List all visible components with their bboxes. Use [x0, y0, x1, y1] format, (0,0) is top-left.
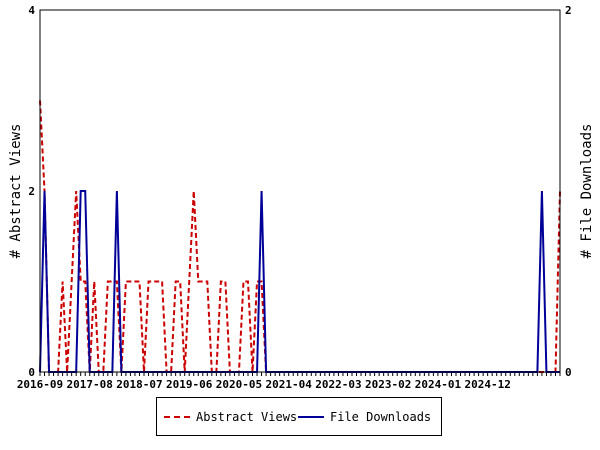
y-right-tick-2: 2 [565, 4, 572, 17]
legend-item-file-downloads: File Downloads [298, 410, 431, 424]
legend: Abstract Views File Downloads [156, 397, 442, 436]
y-right-axis-title: # File Downloads [579, 124, 595, 259]
y-left-tick-2: 4 [28, 4, 35, 17]
legend-item-abstract-views: Abstract Views [164, 410, 297, 424]
x-tick-label: 2018-07 [116, 378, 162, 391]
series-line-file-downloads [39, 190, 560, 373]
y-left-tick-0: 0 [28, 366, 35, 379]
legend-label-file-downloads: File Downloads [330, 410, 432, 424]
legend-label-abstract-views: Abstract Views [196, 410, 298, 424]
x-tick-label: 2024-01 [415, 378, 462, 391]
x-tick-label: 2023-02 [365, 378, 411, 391]
y-left-axis-title: # Abstract Views [8, 124, 24, 259]
x-tick-label: 2020-05 [216, 378, 262, 391]
legend-swatch-file-downloads [298, 416, 324, 418]
x-tick-label: 2016-09 [17, 378, 63, 391]
legend-swatch-abstract-views [164, 416, 190, 418]
x-tick-label: 2019-06 [166, 378, 213, 391]
x-tick-label: 2024-12 [464, 378, 510, 391]
y-right-tick-0: 0 [565, 366, 572, 379]
x-tick-label: 2021-04 [266, 378, 313, 391]
series-layer [39, 100, 561, 373]
x-tick-label: 2017-08 [67, 378, 113, 391]
x-axis-labels: 2016-09 2017-08 2018-07 2019-06 2020-05 2021-… [17, 378, 511, 391]
y-left-tick-1: 2 [28, 185, 35, 198]
x-tick-label: 2022-03 [315, 378, 361, 391]
plot-frame [39, 9, 561, 373]
